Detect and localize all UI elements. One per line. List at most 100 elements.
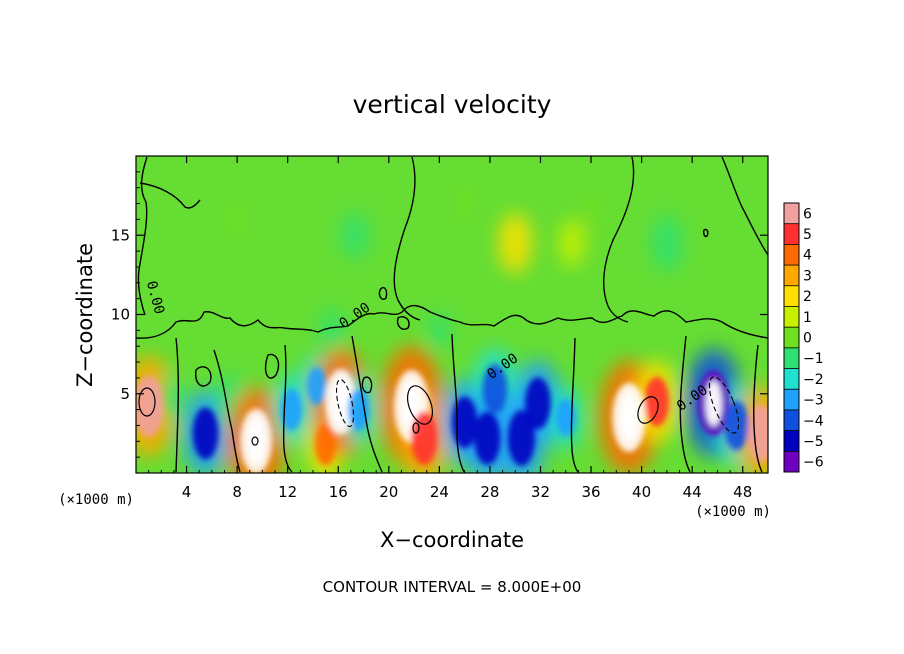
velocity-core [482,364,508,414]
velocity-cell [650,214,683,272]
colorbar-label: −6 [803,455,824,471]
x-tick-label: 48 [733,483,752,501]
velocity-core [307,366,327,405]
velocity-cell [580,194,602,229]
colorbar-swatch [784,368,799,390]
zero-contour-col-7 [679,335,691,473]
x-tick-label: 44 [683,483,702,501]
velocity-core [644,376,670,427]
contour-positive-5 [637,396,659,424]
x-tick-label: 4 [182,483,192,501]
x-tick-label: 28 [480,483,499,501]
x-tick-label: 36 [581,483,600,501]
chart-title: vertical velocity [353,90,552,119]
x-tick-label: 8 [232,483,242,501]
colorbar-label: −2 [803,372,824,388]
x-axis: 4 8 12 16 20 24 28 32 36 40 44 48 [148,156,756,501]
colorbar-label: 5 [803,227,812,243]
colorbar-swatch [784,265,799,286]
contour-interval-note: CONTOUR INTERVAL = 8.000E+00 [323,578,582,596]
colorbar-label: 6 [803,206,812,222]
velocity-core [347,388,370,431]
contour-positive-1 [138,387,156,417]
velocity-cell [428,311,451,349]
zero-contour-patch-3 [361,376,373,394]
colorbar-label: 4 [803,248,812,264]
x-unit-left: (×1000 m) [58,492,134,508]
velocity-peak [332,378,349,425]
contour-negative-1 [335,378,355,428]
colorbar: 6 5 4 3 2 1 0 −1 −2 −3 −4 −5 −6 [783,202,824,473]
contour-positive-3 [407,385,433,425]
colorbar-swatch [784,409,799,431]
colorbar-label: −5 [803,434,824,450]
velocity-core [136,375,164,438]
zero-contour-col-5 [451,333,465,473]
colorbar-label: 1 [803,310,812,326]
velocity-core [507,410,536,466]
contour-positive-2 [251,436,259,446]
zero-contour-center [393,156,421,321]
colorbar-label: 2 [803,289,812,305]
colorbar-swatch [784,451,799,472]
zero-contour-patch-6 [703,228,709,238]
velocity-cell [558,219,586,267]
zero-contour-upper-left [139,182,201,209]
colorbar-swatch [784,244,799,266]
colorbar-label: −4 [803,413,824,429]
zero-contour-patch-5 [396,316,410,330]
x-tick-label: 16 [329,483,348,501]
y-tick-label: 10 [111,306,130,324]
contour-positive-4 [412,422,420,434]
negative-contours [335,376,740,434]
x-tick-label: 40 [632,483,651,501]
x-axis-label: X−coordinate [380,528,524,552]
velocity-peak [248,418,265,465]
colorbar-swatch [784,389,799,410]
y-axis: 5 10 15 [111,171,768,458]
y-tick-label: 5 [120,385,130,403]
velocity-core [451,396,478,449]
velocity-core [525,377,551,430]
colorbar-label: −1 [803,351,824,367]
velocity-core [724,400,749,451]
zero-contour-boundary-layer [136,304,768,339]
x-tick-label: 24 [430,483,449,501]
zero-contour-patch-2 [264,353,280,379]
colorbar-swatch [784,347,799,369]
colorbar-label: 3 [803,268,812,284]
zero-contour-right [603,156,635,323]
colorbar-swatch [784,306,799,328]
velocity-cell [319,308,345,353]
colorbar-label: −3 [803,393,824,409]
velocity-cell [227,204,247,235]
colorbar-swatch [784,327,799,348]
velocity-core [280,388,303,431]
y-axis-label: Z−coordinate [73,243,97,387]
x-tick-label: 20 [379,483,398,501]
velocity-core [192,407,219,460]
x-tick-label: 32 [531,483,550,501]
colorbar-swatch [784,203,799,224]
velocity-core [556,398,576,437]
velocity-cell [340,211,369,259]
zero-contours [136,156,768,473]
colorbar-swatch [784,430,799,452]
velocity-cell [498,212,533,274]
zero-contour-patch-1 [195,366,212,387]
velocity-core [410,411,438,465]
zero-contour-col-2 [213,349,241,473]
x-tick-label: 12 [278,483,297,501]
zero-contour-far-right [721,156,768,256]
plot-area: 0.000.000.000.00 [136,156,768,473]
zero-contour-col-8 [753,344,763,473]
colorbar-label: 0 [803,331,812,347]
colorbar-swatch [784,285,799,307]
velocity-peak [705,380,722,427]
contour-negative-2 [708,376,740,434]
colorbar-swatch [784,223,799,245]
x-unit-right: (×1000 m) [695,504,771,520]
velocity-cell [454,187,475,220]
zero-contour-col-4 [351,335,383,473]
